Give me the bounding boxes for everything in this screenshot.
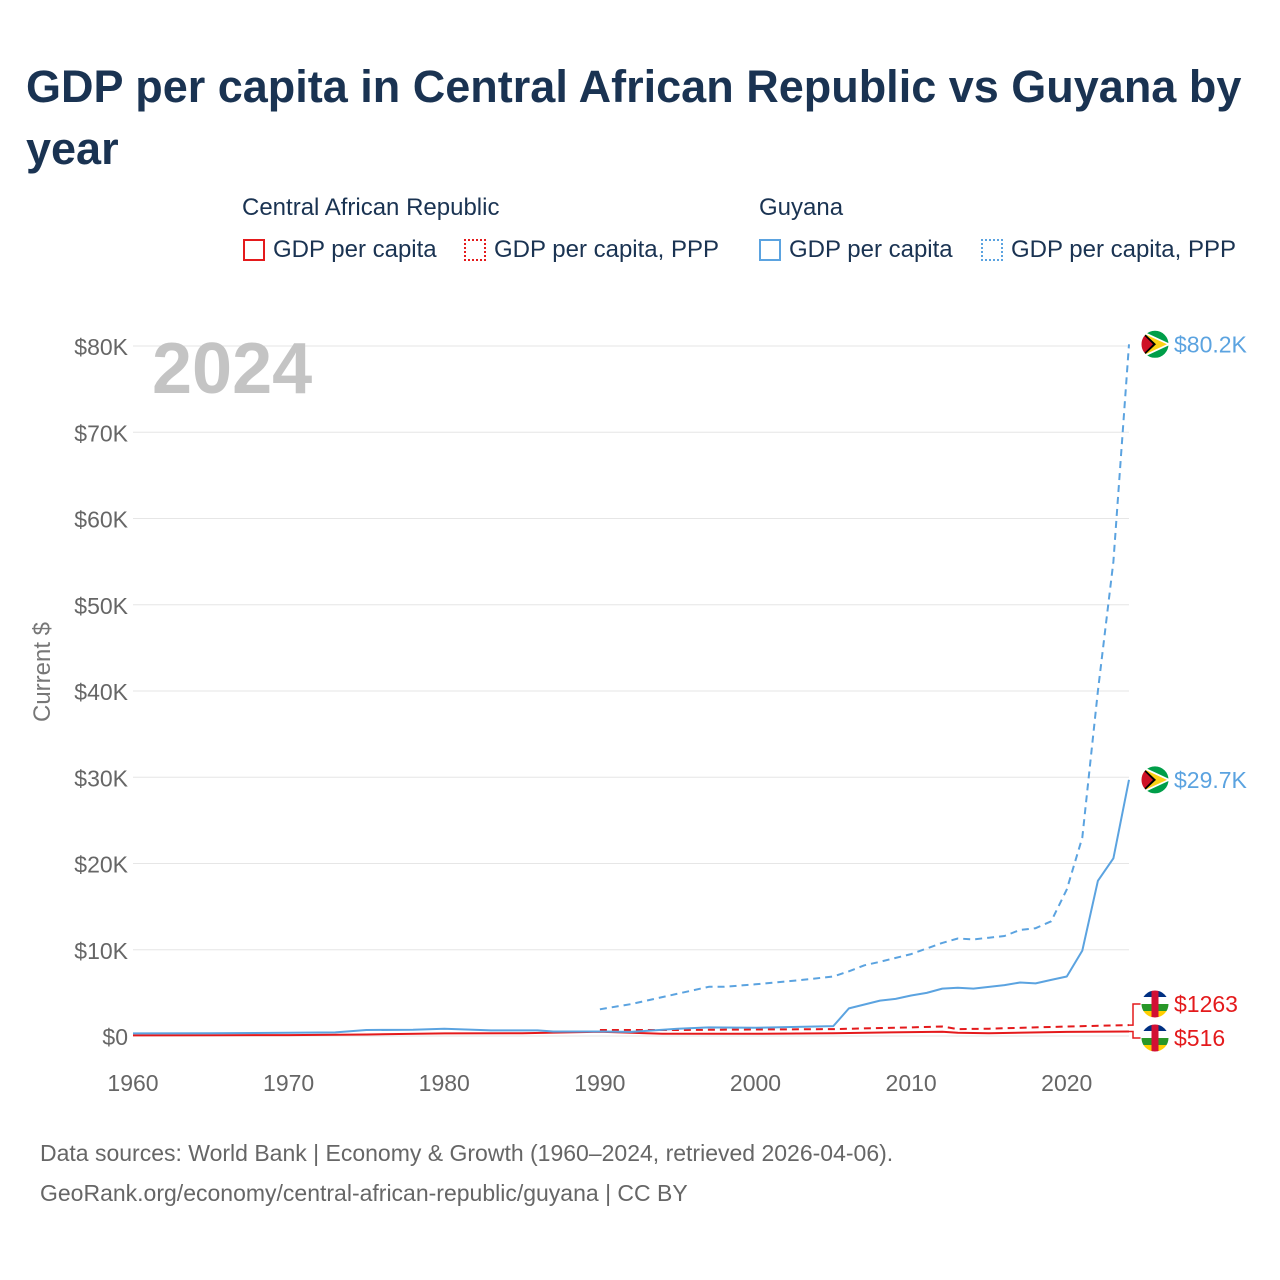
legend-label: GDP per capita, PPP bbox=[494, 236, 719, 263]
y-tick-label: $70K bbox=[74, 420, 128, 446]
leader-line bbox=[1129, 1003, 1141, 1026]
legend-item-car-gdp[interactable]: GDP per capita bbox=[243, 236, 437, 264]
legend-swatch-solid-blue bbox=[759, 239, 781, 261]
y-tick-label: $60K bbox=[74, 507, 128, 533]
data-source-line: Data sources: World Bank | Economy & Gro… bbox=[40, 1140, 894, 1166]
guyana-flag-icon bbox=[1140, 329, 1170, 359]
x-axis-ticks: 1960 1970 1980 1990 2000 2010 2020 bbox=[107, 1070, 1092, 1096]
series-line bbox=[132, 1030, 1130, 1037]
x-tick-label: 1970 bbox=[263, 1070, 314, 1096]
legend-item-guyana-gdp[interactable]: GDP per capita bbox=[759, 236, 953, 264]
y-tick-label: $50K bbox=[74, 593, 128, 619]
x-tick-label: 2010 bbox=[886, 1070, 937, 1096]
series-lines bbox=[132, 344, 1130, 1037]
source-url-line[interactable]: GeoRank.org/economy/central-african-repu… bbox=[40, 1180, 688, 1206]
y-tick-label: $10K bbox=[74, 938, 128, 964]
x-tick-label: 1960 bbox=[107, 1070, 158, 1096]
legend-item-guyana-gdp-ppp[interactable]: GDP per capita, PPP bbox=[981, 236, 1236, 264]
end-value-label: $80.2K bbox=[1174, 331, 1248, 357]
y-axis-title: Current $ bbox=[29, 622, 56, 722]
end-value-label: $29.7K bbox=[1174, 767, 1248, 793]
grid-lines bbox=[133, 345, 1129, 1037]
legend-swatch-solid-red bbox=[243, 239, 265, 261]
end-value-label: $1263 bbox=[1174, 991, 1238, 1017]
legend-label: GDP per capita bbox=[273, 236, 437, 263]
y-tick-label: $40K bbox=[74, 679, 128, 705]
central-african-republic-flag-icon bbox=[1140, 1023, 1170, 1053]
series-line bbox=[599, 344, 1130, 1011]
x-tick-label: 2020 bbox=[1041, 1070, 1092, 1096]
y-tick-label: $30K bbox=[74, 765, 128, 791]
end-markers: $80.2K $29.7K $1263 $516 bbox=[1129, 329, 1248, 1053]
year-watermark: 2024 bbox=[152, 329, 312, 409]
y-axis-ticks: $0 $10K $20K $30K $40K $50K $60K $70K $80K bbox=[74, 334, 128, 1050]
series-line bbox=[599, 1024, 1130, 1031]
legend-group-central-african-republic: Central African Republic bbox=[242, 194, 500, 221]
legend-label: GDP per capita, PPP bbox=[1011, 236, 1236, 263]
end-value-label: $516 bbox=[1174, 1025, 1225, 1051]
legend-swatch-dotted-blue bbox=[981, 239, 1003, 261]
x-tick-label: 1990 bbox=[574, 1070, 625, 1096]
y-tick-label: $80K bbox=[74, 334, 128, 360]
legend-swatch-dotted-red bbox=[464, 239, 486, 261]
y-tick-label: $20K bbox=[74, 852, 128, 878]
guyana-flag-icon bbox=[1140, 765, 1170, 795]
legend-item-car-gdp-ppp[interactable]: GDP per capita, PPP bbox=[464, 236, 719, 264]
series-line bbox=[132, 779, 1130, 1035]
legend-group-guyana: Guyana bbox=[759, 194, 844, 221]
y-tick-label: $0 bbox=[102, 1024, 128, 1050]
legend-label: GDP per capita bbox=[789, 236, 953, 263]
leader-line bbox=[1129, 1030, 1141, 1039]
chart-title: GDP per capita in Central African Republ… bbox=[26, 61, 1242, 174]
central-african-republic-flag-icon bbox=[1140, 989, 1170, 1019]
x-tick-label: 1980 bbox=[419, 1070, 470, 1096]
x-tick-label: 2000 bbox=[730, 1070, 781, 1096]
